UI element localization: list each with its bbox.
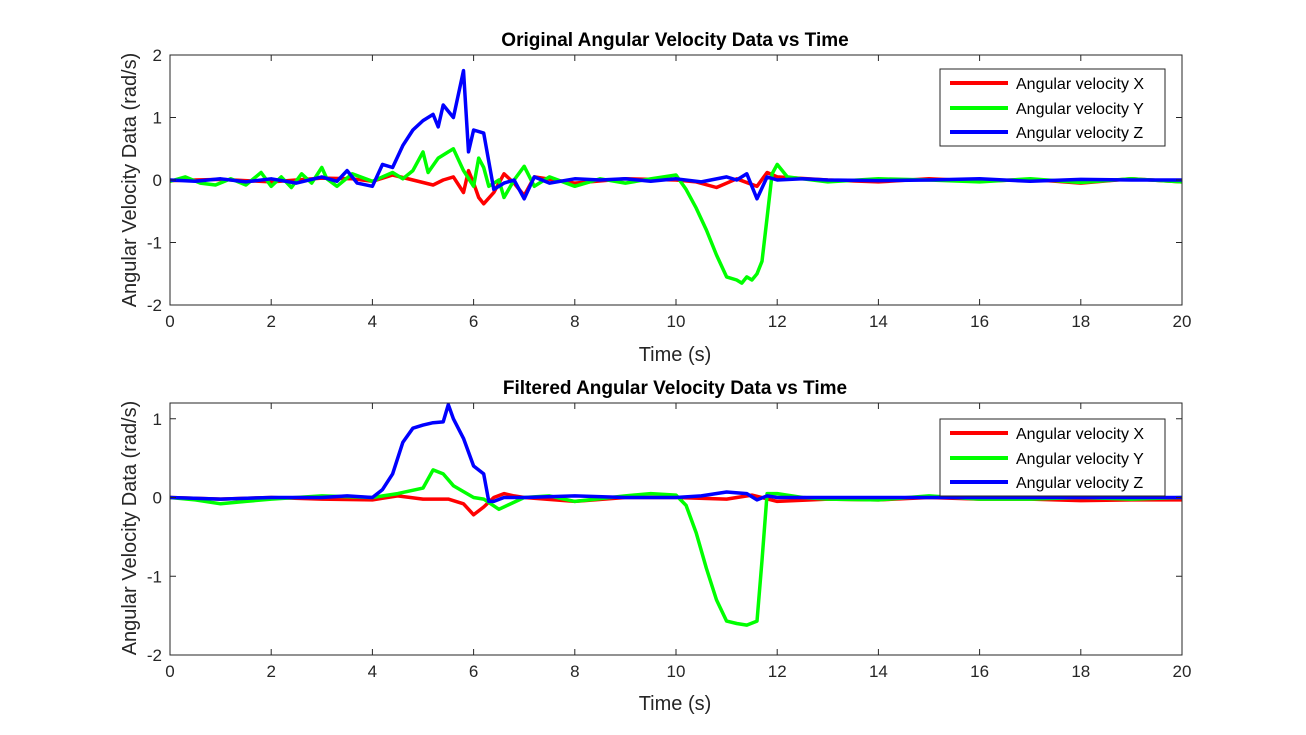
y-tick-label: 0 bbox=[153, 489, 162, 508]
legend-label-y: Angular velocity Y bbox=[1016, 451, 1144, 468]
legend-label-z: Angular velocity Z bbox=[1016, 475, 1143, 492]
legend-label-x: Angular velocity X bbox=[1016, 76, 1144, 93]
y-tick-label: -2 bbox=[147, 296, 162, 315]
x-tick-label: 14 bbox=[869, 312, 888, 331]
y-axis-label: Angular Velocity Data (rad/s) bbox=[119, 53, 141, 308]
x-tick-label: 20 bbox=[1173, 312, 1192, 331]
x-tick-label: 16 bbox=[970, 312, 989, 331]
x-tick-label: 12 bbox=[768, 312, 787, 331]
x-axis-label: Time (s) bbox=[639, 693, 712, 715]
y-tick-label: -1 bbox=[147, 567, 162, 586]
original-angular-velocity-plot: Original Angular Velocity Data vs Time 0… bbox=[119, 30, 1191, 366]
legend: Angular velocity X Angular velocity Y An… bbox=[939, 418, 1166, 497]
y-tick-label: 0 bbox=[153, 171, 162, 190]
filtered-angular-velocity-plot: Filtered Angular Velocity Data vs Time 0… bbox=[119, 378, 1191, 715]
plot-title: Original Angular Velocity Data vs Time bbox=[501, 30, 848, 51]
y-tick-label: 1 bbox=[153, 410, 162, 429]
x-tick-label: 10 bbox=[667, 312, 686, 331]
x-tick-label: 0 bbox=[165, 312, 174, 331]
x-tick-label: 6 bbox=[469, 662, 478, 681]
legend-label-y: Angular velocity Y bbox=[1016, 101, 1144, 118]
x-tick-label: 0 bbox=[165, 662, 174, 681]
y-tick-label: -2 bbox=[147, 646, 162, 665]
x-tick-label: 16 bbox=[970, 662, 989, 681]
x-tick-label: 4 bbox=[368, 662, 377, 681]
x-tick-label: 6 bbox=[469, 312, 478, 331]
y-tick-label: 1 bbox=[153, 109, 162, 128]
legend-label-z: Angular velocity Z bbox=[1016, 125, 1143, 142]
y-tick-label: 2 bbox=[153, 46, 162, 65]
series-line-angular-velocity-y bbox=[169, 468, 1183, 627]
x-tick-label: 2 bbox=[266, 312, 275, 331]
x-tick-label: 18 bbox=[1071, 312, 1090, 331]
series-line-angular-velocity-z bbox=[169, 402, 1182, 504]
x-tick-label: 18 bbox=[1071, 662, 1090, 681]
x-tick-label: 2 bbox=[266, 662, 275, 681]
series-layer bbox=[169, 402, 1183, 627]
x-tick-label: 14 bbox=[869, 662, 888, 681]
legend-label-x: Angular velocity X bbox=[1016, 426, 1144, 443]
y-axis-label: Angular Velocity Data (rad/s) bbox=[119, 401, 141, 656]
plot-title: Filtered Angular Velocity Data vs Time bbox=[503, 378, 847, 399]
y-tick-label: -1 bbox=[147, 234, 162, 253]
legend: Angular velocity X Angular velocity Y An… bbox=[939, 68, 1166, 147]
ticks-layer: 0 2 4 6 8 10 12 14 16 18 20 -2 -1 0 1 bbox=[147, 403, 1192, 681]
x-axis-label: Time (s) bbox=[639, 344, 712, 366]
x-tick-label: 20 bbox=[1173, 662, 1192, 681]
x-tick-label: 8 bbox=[570, 662, 579, 681]
x-tick-label: 10 bbox=[667, 662, 686, 681]
series-layer bbox=[169, 68, 1183, 285]
x-tick-label: 4 bbox=[368, 312, 377, 331]
x-tick-label: 8 bbox=[570, 312, 579, 331]
series-line-angular-velocity-z bbox=[169, 68, 1182, 201]
x-tick-label: 12 bbox=[768, 662, 787, 681]
